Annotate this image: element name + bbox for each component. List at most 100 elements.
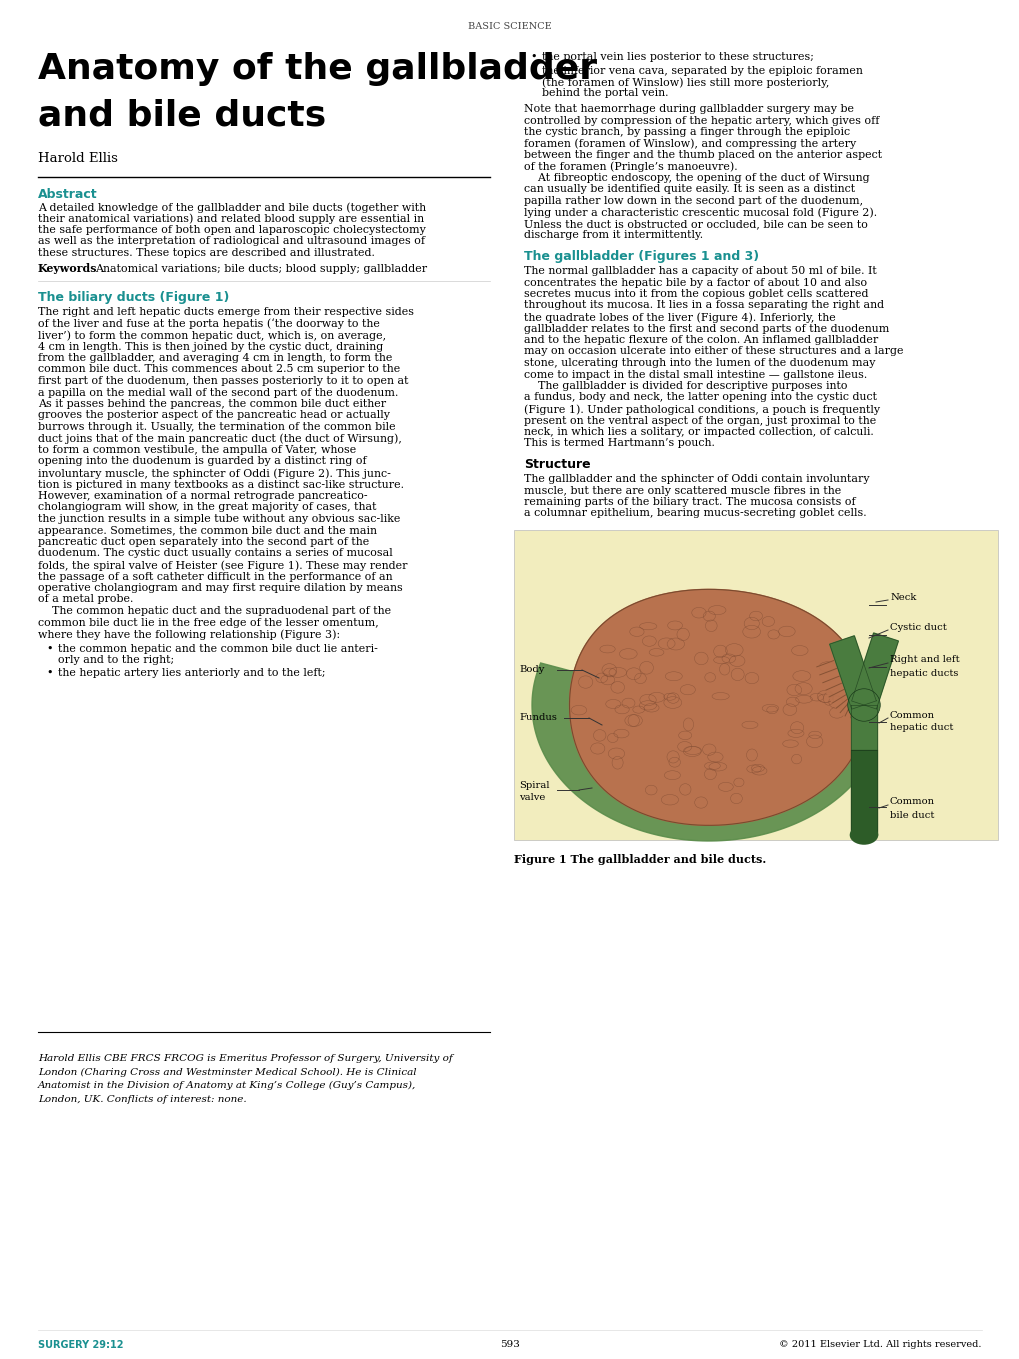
Text: hepatic duct: hepatic duct xyxy=(890,723,953,733)
Text: appearance. Sometimes, the common bile duct and the main: appearance. Sometimes, the common bile d… xyxy=(38,526,377,535)
Text: lying under a characteristic crescentic mucosal fold (Figure 2).: lying under a characteristic crescentic … xyxy=(524,208,876,217)
Polygon shape xyxy=(828,636,875,709)
Text: the passage of a soft catheter difficult in the performance of an: the passage of a soft catheter difficult… xyxy=(38,572,392,582)
Text: common bile duct lie in the free edge of the lesser omentum,: common bile duct lie in the free edge of… xyxy=(38,617,378,628)
Text: Right and left: Right and left xyxy=(890,655,959,665)
Text: hepatic ducts: hepatic ducts xyxy=(890,669,958,678)
Text: of the foramen (Pringle’s manoeuvre).: of the foramen (Pringle’s manoeuvre). xyxy=(524,162,737,173)
Text: burrows through it. Usually, the termination of the common bile: burrows through it. Usually, the termina… xyxy=(38,423,395,432)
Text: (the foramen of Winslow) lies still more posteriorly,: (the foramen of Winslow) lies still more… xyxy=(541,77,828,87)
Text: of the liver and fuse at the porta hepatis (‘the doorway to the: of the liver and fuse at the porta hepat… xyxy=(38,318,379,329)
Text: first part of the duodenum, then passes posteriorly to it to open at: first part of the duodenum, then passes … xyxy=(38,376,408,386)
Text: concentrates the hepatic bile by a factor of about 10 and also: concentrates the hepatic bile by a facto… xyxy=(524,277,866,288)
Text: Structure: Structure xyxy=(524,458,590,472)
Text: can usually be identified quite easily. It is seen as a distinct: can usually be identified quite easily. … xyxy=(524,185,854,194)
Text: involuntary muscle, the sphincter of Oddi (Figure 2). This junc-: involuntary muscle, the sphincter of Odd… xyxy=(38,467,390,478)
Text: to form a common vestibule, the ampulla of Vater, whose: to form a common vestibule, the ampulla … xyxy=(38,444,356,455)
Bar xyxy=(514,530,997,840)
Text: the safe performance of both open and laparoscopic cholecystectomy: the safe performance of both open and la… xyxy=(38,226,426,235)
Text: BASIC SCIENCE: BASIC SCIENCE xyxy=(468,22,551,31)
Text: and bile ducts: and bile ducts xyxy=(38,99,326,133)
Text: orly and to the right;: orly and to the right; xyxy=(58,655,174,665)
Text: At fibreoptic endoscopy, the opening of the duct of Wirsung: At fibreoptic endoscopy, the opening of … xyxy=(524,173,869,183)
Polygon shape xyxy=(532,663,876,841)
Polygon shape xyxy=(850,750,876,834)
Text: © 2011 Elsevier Ltd. All rights reserved.: © 2011 Elsevier Ltd. All rights reserved… xyxy=(779,1340,981,1349)
Text: Abstract: Abstract xyxy=(38,188,98,201)
Text: the cystic branch, by passing a finger through the epiploic: the cystic branch, by passing a finger t… xyxy=(524,126,849,137)
Text: valve: valve xyxy=(519,794,545,803)
Text: a columnar epithelium, bearing mucus-secreting goblet cells.: a columnar epithelium, bearing mucus-sec… xyxy=(524,508,866,519)
Text: The gallbladder and the sphincter of Oddi contain involuntary: The gallbladder and the sphincter of Odd… xyxy=(524,474,869,484)
Text: However, examination of a normal retrograde pancreatico-: However, examination of a normal retrogr… xyxy=(38,491,367,501)
Text: 4 cm in length. This is then joined by the cystic duct, draining: 4 cm in length. This is then joined by t… xyxy=(38,341,383,352)
Text: behind the portal vein.: behind the portal vein. xyxy=(541,88,667,98)
Text: As it passes behind the pancreas, the common bile duct either: As it passes behind the pancreas, the co… xyxy=(38,400,386,409)
Text: foramen (foramen of Winslow), and compressing the artery: foramen (foramen of Winslow), and compre… xyxy=(524,139,855,149)
Text: stone, ulcerating through into the lumen of the duodenum may: stone, ulcerating through into the lumen… xyxy=(524,357,874,368)
Polygon shape xyxy=(851,633,898,709)
Text: papilla rather low down in the second part of the duodenum,: papilla rather low down in the second pa… xyxy=(524,196,862,207)
Text: The normal gallbladder has a capacity of about 50 ml of bile. It: The normal gallbladder has a capacity of… xyxy=(524,266,876,276)
Text: Spiral: Spiral xyxy=(519,780,549,790)
Text: common bile duct. This commences about 2.5 cm superior to the: common bile duct. This commences about 2… xyxy=(38,364,399,375)
Text: a fundus, body and neck, the latter opening into the cystic duct: a fundus, body and neck, the latter open… xyxy=(524,393,876,402)
Text: remaining parts of the biliary tract. The mucosa consists of: remaining parts of the biliary tract. Th… xyxy=(524,497,855,507)
Text: (Figure 1). Under pathological conditions, a pouch is frequently: (Figure 1). Under pathological condition… xyxy=(524,404,879,414)
Text: bile duct: bile duct xyxy=(890,810,933,819)
Text: secretes mucus into it from the copious goblet cells scattered: secretes mucus into it from the copious … xyxy=(524,289,867,299)
Text: SURGERY 29:12: SURGERY 29:12 xyxy=(38,1340,123,1349)
Text: from the gallbladder, and averaging 4 cm in length, to form the: from the gallbladder, and averaging 4 cm… xyxy=(38,353,392,363)
Text: may on occasion ulcerate into either of these structures and a large: may on occasion ulcerate into either of … xyxy=(524,347,903,356)
Text: Common: Common xyxy=(890,798,934,806)
Text: gallbladder relates to the first and second parts of the duodenum: gallbladder relates to the first and sec… xyxy=(524,323,889,333)
Text: grooves the posterior aspect of the pancreatic head or actually: grooves the posterior aspect of the panc… xyxy=(38,410,389,420)
Text: The biliary ducts (Figure 1): The biliary ducts (Figure 1) xyxy=(38,291,229,304)
Text: come to impact in the distal small intestine — gallstone ileus.: come to impact in the distal small intes… xyxy=(524,370,866,379)
Text: The common hepatic duct and the supraduodenal part of the: The common hepatic duct and the supraduo… xyxy=(38,606,390,616)
Text: Keywords: Keywords xyxy=(38,264,98,275)
Text: •: • xyxy=(530,65,536,76)
Text: Fundus: Fundus xyxy=(519,713,556,723)
Text: the portal vein lies posterior to these structures;: the portal vein lies posterior to these … xyxy=(541,52,813,63)
Text: the common hepatic and the common bile duct lie anteri-: the common hepatic and the common bile d… xyxy=(58,644,377,654)
Polygon shape xyxy=(569,590,866,825)
Text: •: • xyxy=(46,644,52,654)
Text: Anatomist in the Division of Anatomy at King’s College (Guy’s Campus),: Anatomist in the Division of Anatomy at … xyxy=(38,1080,416,1090)
Text: The right and left hepatic ducts emerge from their respective sides: The right and left hepatic ducts emerge … xyxy=(38,307,414,317)
Text: tion is pictured in many textbooks as a distinct sac-like structure.: tion is pictured in many textbooks as a … xyxy=(38,480,404,489)
Text: where they have the following relationship (Figure 3):: where they have the following relationsh… xyxy=(38,629,339,640)
Text: the inferior vena cava, separated by the epiploic foramen: the inferior vena cava, separated by the… xyxy=(541,65,862,76)
Text: cholangiogram will show, in the great majority of cases, that: cholangiogram will show, in the great ma… xyxy=(38,503,376,512)
Text: London (Charing Cross and Westminster Medical School). He is Clinical: London (Charing Cross and Westminster Me… xyxy=(38,1068,416,1076)
Text: A detailed knowledge of the gallbladder and bile ducts (together with: A detailed knowledge of the gallbladder … xyxy=(38,202,426,212)
Text: The gallbladder is divided for descriptive purposes into: The gallbladder is divided for descripti… xyxy=(524,381,847,391)
Ellipse shape xyxy=(849,825,877,845)
Text: Common: Common xyxy=(890,711,934,719)
Text: Figure 1 The gallbladder and bile ducts.: Figure 1 The gallbladder and bile ducts. xyxy=(514,853,765,864)
Text: liver’) to form the common hepatic duct, which is, on average,: liver’) to form the common hepatic duct,… xyxy=(38,330,386,341)
Text: Anatomy of the gallbladder: Anatomy of the gallbladder xyxy=(38,52,596,86)
Text: Anatomical variations; bile ducts; blood supply; gallbladder: Anatomical variations; bile ducts; blood… xyxy=(95,264,427,273)
Text: the quadrate lobes of the liver (Figure 4). Inferiorly, the: the quadrate lobes of the liver (Figure … xyxy=(524,313,835,322)
Text: duodenum. The cystic duct usually contains a series of mucosal: duodenum. The cystic duct usually contai… xyxy=(38,549,392,559)
Text: muscle, but there are only scattered muscle fibres in the: muscle, but there are only scattered mus… xyxy=(524,485,841,496)
Text: This is termed Hartmann’s pouch.: This is termed Hartmann’s pouch. xyxy=(524,439,714,448)
Text: the hepatic artery lies anteriorly and to the left;: the hepatic artery lies anteriorly and t… xyxy=(58,667,325,678)
Text: Body: Body xyxy=(519,666,544,674)
Polygon shape xyxy=(850,705,876,750)
Text: operative cholangiogram and may first require dilation by means: operative cholangiogram and may first re… xyxy=(38,583,403,593)
Text: Unless the duct is obstructed or occluded, bile can be seen to: Unless the duct is obstructed or occlude… xyxy=(524,219,867,230)
Text: present on the ventral aspect of the organ, just proximal to the: present on the ventral aspect of the org… xyxy=(524,416,875,425)
Text: folds, the spiral valve of Heister (see Figure 1). These may render: folds, the spiral valve of Heister (see … xyxy=(38,560,408,571)
Text: 593: 593 xyxy=(499,1340,520,1349)
Text: •: • xyxy=(530,52,536,63)
Text: as well as the interpretation of radiological and ultrasound images of: as well as the interpretation of radiolo… xyxy=(38,236,425,246)
Ellipse shape xyxy=(847,689,879,722)
Text: Harold Ellis CBE FRCS FRCOG is Emeritus Professor of Surgery, University of: Harold Ellis CBE FRCS FRCOG is Emeritus … xyxy=(38,1055,452,1063)
Text: •: • xyxy=(46,667,52,678)
Text: and to the hepatic flexure of the colon. An inflamed gallbladder: and to the hepatic flexure of the colon.… xyxy=(524,336,877,345)
Text: these structures. These topics are described and illustrated.: these structures. These topics are descr… xyxy=(38,247,375,258)
Text: duct joins that of the main pancreatic duct (the duct of Wirsung),: duct joins that of the main pancreatic d… xyxy=(38,434,401,444)
Text: Cystic duct: Cystic duct xyxy=(890,624,946,632)
